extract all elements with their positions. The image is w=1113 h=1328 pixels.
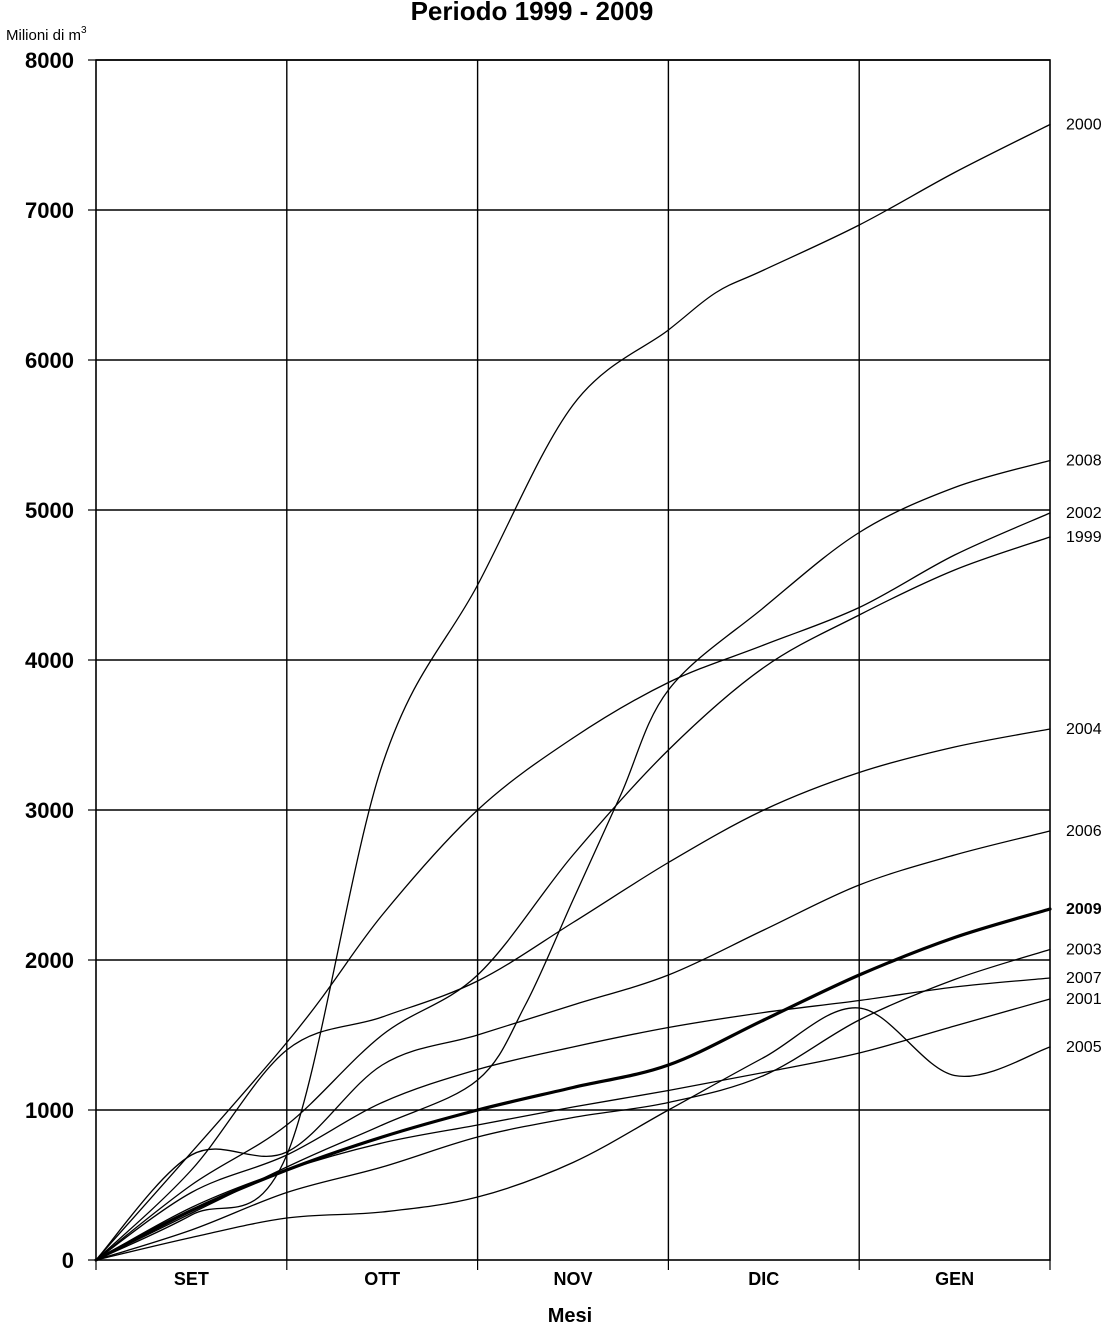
x-axis-label: Mesi [548,1305,592,1327]
x-tick-label-gen: GEN [935,1269,974,1289]
y-unit-text: Milioni di m [6,27,81,44]
series-line-2007 [95,977,1051,1261]
axes [88,59,1051,1270]
y-tick-labels: 0 1000 2000 3000 4000 5000 6000 7000 8000 [25,48,74,1273]
x-tick-label-set: SET [174,1269,209,1289]
series-label-2007: 2007 [1066,970,1102,987]
x-tick-labels: SET OTT NOV DIC GEN [174,1269,974,1289]
series-labels: 2000 2008 2002 1999 2004 2006 2009 2003 2007 2001… [1066,117,1102,1057]
series-label-2006: 2006 [1066,823,1102,840]
series-label-2005: 2005 [1066,1039,1102,1056]
y-unit-superscript: 3 [81,25,87,36]
series-lines [94,123,1052,1262]
series-line-2005 [95,1007,1051,1261]
y-tick-label-2000: 2000 [25,948,74,973]
y-tick-label-4000: 4000 [25,648,74,673]
chart-title: Periodo 1999 - 2009 [411,0,654,26]
series-line-2001 [95,998,1051,1261]
series-label-2008: 2008 [1066,453,1102,470]
series-label-2003: 2003 [1066,942,1102,959]
series-line-2002 [95,512,1051,1261]
y-tick-label-0: 0 [62,1248,74,1273]
series-label-2009: 2009 [1066,901,1102,918]
y-tick-label-6000: 6000 [25,348,74,373]
y-tick-label-8000: 8000 [25,48,74,73]
series-line-2009 [94,907,1052,1262]
y-tick-label-7000: 7000 [25,198,74,223]
series-line-2004 [95,728,1051,1261]
y-tick-label-5000: 5000 [25,498,74,523]
series-label-2002: 2002 [1066,505,1102,522]
y-unit-label: Milioni di m3 [6,25,87,44]
grid [96,59,1050,1260]
series-line-2000 [95,123,1051,1261]
x-tick-label-dic: DIC [748,1269,779,1289]
y-tick-label-3000: 3000 [25,798,74,823]
series-label-2001: 2001 [1066,991,1102,1008]
x-tick-label-nov: NOV [553,1269,592,1289]
series-label-2000: 2000 [1066,117,1102,134]
series-line-1999 [95,536,1051,1261]
series-label-2004: 2004 [1066,721,1102,738]
series-label-1999: 1999 [1066,529,1102,546]
series-line-2008 [95,459,1051,1261]
series-line-2003 [95,948,1051,1261]
x-tick-label-ott: OTT [364,1269,400,1289]
series-line-2006 [95,830,1051,1261]
y-tick-label-1000: 1000 [25,1098,74,1123]
